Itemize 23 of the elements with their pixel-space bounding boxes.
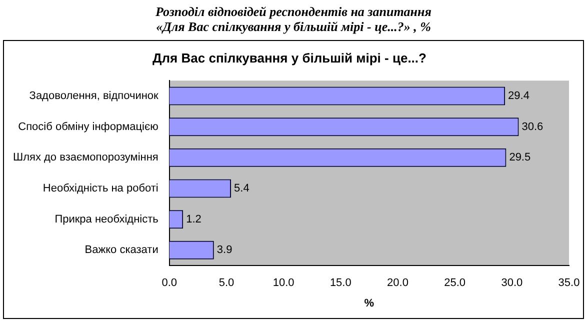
x-tick-label: 15.0	[330, 277, 352, 290]
x-tick-label: 25.0	[444, 277, 466, 290]
y-tick-label: Необхідність на роботі	[42, 182, 158, 195]
data-label: 5.4	[234, 182, 250, 195]
chart-subtitle: Для Вас спілкування у більшій мірі - це...?	[152, 50, 427, 66]
x-tick-label: 10.0	[272, 277, 294, 290]
y-tick-label: Шлях до взаємопорозуміння	[13, 152, 158, 164]
x-axis-title: %	[364, 297, 374, 310]
y-tick-label: Спосіб обміну інформацією	[18, 120, 158, 133]
y-tick-label: Задоволення, відпочинок	[29, 90, 159, 102]
chart-title: Розподіл відповідей респондентів на запитання «Для Вас спілкування у більшій мірі - це...?» , %	[154, 4, 432, 34]
data-label: 30.6	[522, 120, 544, 133]
x-tick-label: 0.0	[162, 277, 178, 290]
data-label: 3.9	[216, 244, 232, 256]
x-tick-label: 30.0	[501, 277, 523, 290]
y-tick-label: Прикра необхідність	[54, 213, 159, 226]
x-tick-label: 20.0	[387, 277, 408, 290]
y-tick-label: Важко сказати	[84, 244, 158, 256]
data-label: 29.4	[508, 90, 530, 102]
x-tick-label: 5.0	[218, 277, 234, 290]
x-tick-label: 35.0	[558, 277, 580, 290]
data-label: 29.5	[509, 152, 531, 164]
data-label: 1.2	[186, 213, 202, 226]
